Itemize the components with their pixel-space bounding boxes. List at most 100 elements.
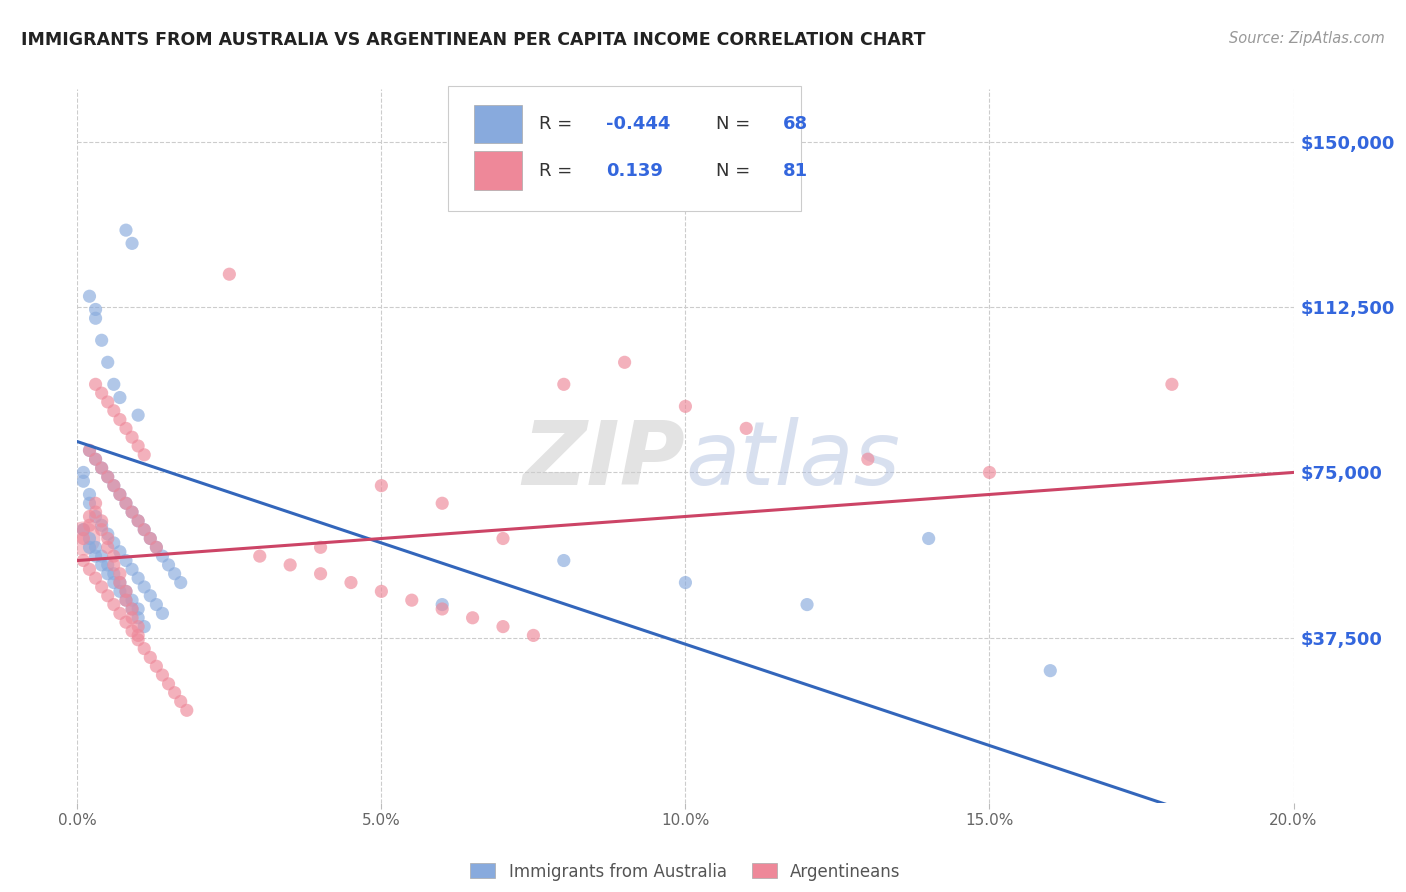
Point bbox=[79, 443, 101, 458]
Point bbox=[121, 562, 143, 576]
Point bbox=[79, 443, 101, 458]
Point bbox=[115, 496, 138, 510]
Point bbox=[72, 466, 94, 480]
Point bbox=[796, 598, 818, 612]
Point bbox=[309, 541, 332, 555]
Point bbox=[97, 395, 120, 409]
Point bbox=[218, 267, 240, 281]
Text: 81: 81 bbox=[783, 161, 808, 179]
Point bbox=[139, 532, 162, 546]
Point bbox=[84, 452, 107, 467]
Point bbox=[1039, 664, 1062, 678]
Point bbox=[249, 549, 271, 563]
Point bbox=[401, 593, 423, 607]
Point bbox=[90, 523, 112, 537]
Point bbox=[121, 593, 143, 607]
Text: -0.444: -0.444 bbox=[606, 115, 671, 133]
Point bbox=[108, 487, 131, 501]
Point bbox=[134, 523, 156, 537]
Point bbox=[108, 607, 131, 621]
Point bbox=[139, 650, 162, 665]
Point bbox=[145, 659, 167, 673]
Point bbox=[97, 532, 120, 546]
Point bbox=[145, 598, 167, 612]
Point bbox=[79, 541, 101, 555]
Point bbox=[157, 677, 180, 691]
Point bbox=[84, 549, 107, 563]
Point bbox=[90, 558, 112, 572]
Point bbox=[79, 509, 101, 524]
Point bbox=[72, 553, 94, 567]
Point bbox=[108, 412, 131, 426]
Point bbox=[553, 553, 575, 567]
Point bbox=[90, 333, 112, 347]
Point bbox=[84, 302, 107, 317]
Point bbox=[152, 549, 174, 563]
Point bbox=[115, 223, 138, 237]
Point bbox=[309, 566, 332, 581]
Point bbox=[90, 514, 112, 528]
Point bbox=[103, 478, 125, 492]
Point bbox=[157, 558, 180, 572]
Point bbox=[432, 602, 454, 616]
Point bbox=[127, 514, 149, 528]
Point bbox=[675, 575, 697, 590]
Point bbox=[84, 571, 107, 585]
Point bbox=[103, 403, 125, 417]
Text: R =: R = bbox=[540, 161, 578, 179]
Point bbox=[461, 611, 484, 625]
Point bbox=[134, 523, 156, 537]
Point bbox=[72, 475, 94, 489]
Point bbox=[432, 496, 454, 510]
Point bbox=[90, 580, 112, 594]
Point bbox=[72, 523, 94, 537]
Point bbox=[553, 377, 575, 392]
Point bbox=[90, 549, 112, 563]
Legend: Immigrants from Australia, Argentineans: Immigrants from Australia, Argentineans bbox=[464, 856, 907, 888]
Point bbox=[90, 461, 112, 475]
Point bbox=[918, 532, 941, 546]
Point bbox=[1161, 377, 1184, 392]
Point bbox=[675, 400, 697, 414]
Point bbox=[108, 584, 131, 599]
Point bbox=[127, 514, 149, 528]
Point bbox=[492, 619, 515, 633]
Point bbox=[79, 496, 101, 510]
Point bbox=[121, 505, 143, 519]
Point bbox=[163, 686, 186, 700]
Point bbox=[103, 566, 125, 581]
Point bbox=[170, 575, 193, 590]
Point bbox=[735, 421, 758, 435]
Point bbox=[856, 452, 879, 467]
Point bbox=[121, 602, 143, 616]
Text: ZIP: ZIP bbox=[523, 417, 686, 504]
Point bbox=[139, 532, 162, 546]
Point bbox=[127, 632, 149, 647]
Point bbox=[115, 615, 138, 630]
Point bbox=[127, 408, 149, 422]
Point bbox=[72, 523, 94, 537]
Point bbox=[84, 452, 107, 467]
Point bbox=[115, 593, 138, 607]
Point bbox=[152, 607, 174, 621]
Point bbox=[370, 584, 392, 599]
Point bbox=[103, 575, 125, 590]
Point bbox=[115, 553, 138, 567]
Point bbox=[121, 505, 143, 519]
Point bbox=[90, 518, 112, 533]
Point bbox=[127, 602, 149, 616]
Text: R =: R = bbox=[540, 115, 578, 133]
Point bbox=[97, 527, 120, 541]
Point bbox=[84, 377, 107, 392]
Point bbox=[127, 611, 149, 625]
Point bbox=[79, 518, 101, 533]
Point bbox=[97, 355, 120, 369]
Point bbox=[152, 668, 174, 682]
Point bbox=[115, 593, 138, 607]
Point bbox=[79, 562, 101, 576]
Point bbox=[84, 311, 107, 326]
Point bbox=[176, 703, 198, 717]
Point bbox=[121, 430, 143, 444]
Point bbox=[134, 641, 156, 656]
Point bbox=[163, 566, 186, 581]
